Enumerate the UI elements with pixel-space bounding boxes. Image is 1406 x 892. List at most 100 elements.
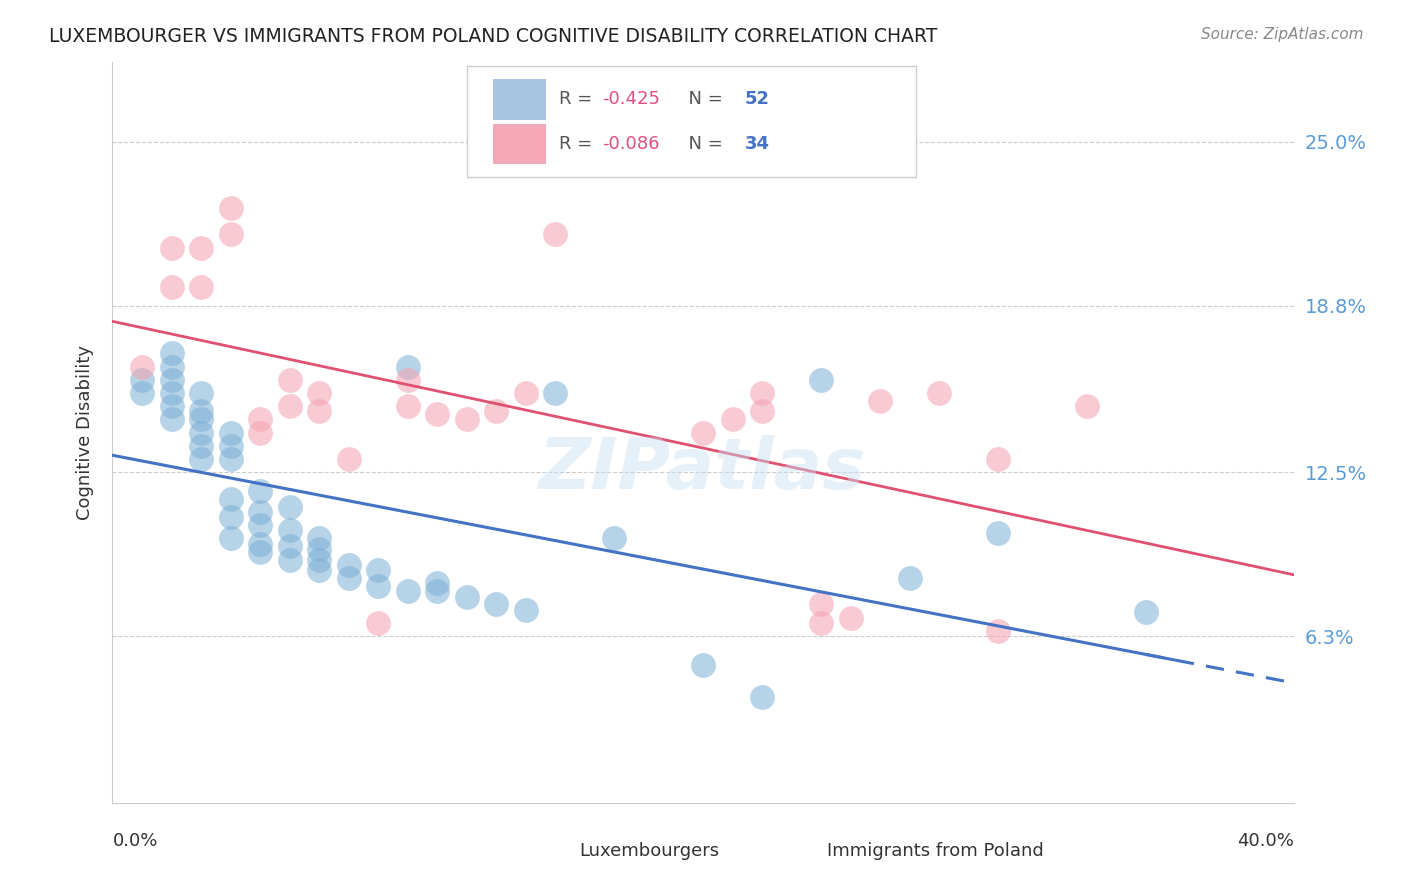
Text: 0.0%: 0.0% [112, 832, 157, 850]
Point [987, 452, 1010, 467]
Point [219, 201, 242, 215]
Point [190, 452, 212, 467]
Point [1135, 606, 1157, 620]
Text: N =: N = [678, 90, 728, 109]
Text: 52: 52 [744, 90, 769, 109]
Point [160, 280, 183, 294]
Point [249, 412, 271, 426]
Point [603, 532, 626, 546]
Point [839, 610, 862, 624]
Point [160, 373, 183, 387]
Point [219, 452, 242, 467]
FancyBboxPatch shape [502, 836, 567, 870]
Point [396, 584, 419, 599]
Point [396, 373, 419, 387]
Point [249, 518, 271, 533]
Point [249, 544, 271, 558]
Point [249, 483, 271, 498]
Point [426, 407, 449, 421]
Point [692, 425, 714, 440]
Point [308, 532, 330, 546]
Point [426, 576, 449, 591]
FancyBboxPatch shape [467, 66, 915, 178]
Point [751, 404, 773, 418]
Point [278, 500, 301, 514]
Point [190, 241, 212, 255]
Point [308, 404, 330, 418]
Point [544, 227, 567, 242]
Text: 34: 34 [744, 135, 769, 153]
Point [160, 386, 183, 401]
Point [249, 425, 271, 440]
Point [308, 552, 330, 566]
Text: LUXEMBOURGER VS IMMIGRANTS FROM POLAND COGNITIVE DISABILITY CORRELATION CHART: LUXEMBOURGER VS IMMIGRANTS FROM POLAND C… [49, 27, 938, 45]
Point [928, 386, 950, 401]
Point [898, 571, 921, 585]
Text: R =: R = [560, 135, 598, 153]
Point [515, 386, 537, 401]
Text: Immigrants from Poland: Immigrants from Poland [827, 842, 1043, 860]
Point [751, 386, 773, 401]
FancyBboxPatch shape [751, 836, 815, 870]
Point [485, 404, 508, 418]
Point [160, 412, 183, 426]
Point [190, 404, 212, 418]
Point [190, 412, 212, 426]
Point [249, 505, 271, 519]
Point [249, 536, 271, 550]
Point [751, 690, 773, 704]
Point [160, 241, 183, 255]
Point [131, 373, 153, 387]
FancyBboxPatch shape [492, 123, 546, 164]
Point [456, 412, 478, 426]
Point [1076, 399, 1098, 413]
Point [869, 393, 891, 408]
Point [278, 399, 301, 413]
Point [131, 386, 153, 401]
Point [426, 584, 449, 599]
Point [160, 399, 183, 413]
Point [190, 280, 212, 294]
Point [219, 532, 242, 546]
Point [278, 373, 301, 387]
Text: -0.425: -0.425 [603, 90, 661, 109]
Point [190, 425, 212, 440]
Point [337, 571, 360, 585]
Point [219, 439, 242, 453]
Point [544, 386, 567, 401]
Point [219, 227, 242, 242]
FancyBboxPatch shape [492, 79, 546, 120]
Point [219, 510, 242, 524]
Point [456, 590, 478, 604]
Point [987, 624, 1010, 638]
Point [810, 373, 832, 387]
Point [692, 658, 714, 673]
Point [367, 615, 389, 630]
Point [308, 563, 330, 577]
Point [308, 541, 330, 556]
Text: N =: N = [678, 135, 728, 153]
Point [515, 603, 537, 617]
Point [396, 359, 419, 374]
Point [160, 359, 183, 374]
Point [308, 386, 330, 401]
Text: 40.0%: 40.0% [1237, 832, 1294, 850]
Text: ZIPatlas: ZIPatlas [540, 435, 866, 504]
Text: R =: R = [560, 90, 598, 109]
Point [337, 558, 360, 572]
Point [131, 359, 153, 374]
Text: Luxembourgers: Luxembourgers [579, 842, 718, 860]
Text: Source: ZipAtlas.com: Source: ZipAtlas.com [1201, 27, 1364, 42]
Point [396, 399, 419, 413]
Point [367, 579, 389, 593]
Point [278, 539, 301, 553]
Point [485, 598, 508, 612]
Point [160, 346, 183, 360]
Point [190, 439, 212, 453]
Y-axis label: Cognitive Disability: Cognitive Disability [76, 345, 94, 520]
Point [367, 563, 389, 577]
Point [810, 598, 832, 612]
Point [219, 425, 242, 440]
Point [278, 524, 301, 538]
Text: -0.086: -0.086 [603, 135, 659, 153]
